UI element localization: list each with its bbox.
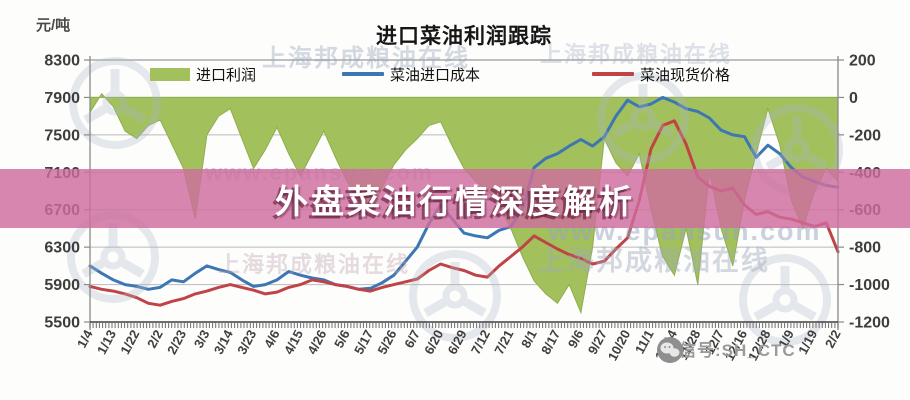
legend-item-spot-price: 菜油现货价格 xyxy=(592,64,730,85)
y-tick-label: 8300 xyxy=(44,53,80,70)
wheel-logo-icon xyxy=(597,72,689,164)
x-tick-label: 3/3 xyxy=(191,327,213,350)
x-tick-label: 6/7 xyxy=(401,327,423,350)
wheel-logo-icon xyxy=(751,104,843,196)
watermark-logos xyxy=(67,57,843,346)
y-tick-label: 6300 xyxy=(44,240,80,257)
chart-title: 进口菜油利润跟踪 xyxy=(376,25,552,48)
x-tick-label: 6/29 xyxy=(445,327,470,356)
legend-item-import-profit: 进口利润 xyxy=(150,64,256,85)
x-tick-label: 9/6 xyxy=(565,327,587,350)
y-tick-label: -200 xyxy=(849,127,881,144)
x-tick-label: 2/23 xyxy=(164,327,189,356)
wechat-id-text: 微信号:SH_CTC xyxy=(661,341,796,360)
watermark-text: 上海邦成粮油在线 xyxy=(540,42,732,67)
x-tick-label: 1/9 xyxy=(775,327,797,350)
x-tick-label: 1/22 xyxy=(117,327,142,356)
x-tick-label: 3/23 xyxy=(234,327,259,356)
promo-banner-text: 外盘菜油行情深度解析 xyxy=(275,182,635,220)
x-tick-label: 8/17 xyxy=(538,327,563,356)
x-tick-label: 6/20 xyxy=(421,327,446,356)
y-tick-label: 5500 xyxy=(44,315,80,332)
y-tick-label: -1000 xyxy=(849,277,890,294)
legend-item-import-cost: 菜油进口成本 xyxy=(342,64,480,85)
import-cost-line-series xyxy=(88,95,840,291)
wheel-logo-icon xyxy=(409,250,501,342)
line-swatch-icon xyxy=(592,72,635,76)
y-tick-label: -1200 xyxy=(849,315,890,332)
watermark-texts: 上海邦成粮油在线上海邦成粮油在线www.epansun.com上海邦成粮油在线w… xyxy=(204,42,820,277)
wechat-watermark: 微信号:SH_CTC xyxy=(656,336,796,363)
watermark-text: 上海邦成粮油在线 xyxy=(218,252,410,277)
y-axis-unit-label: 元/吨 xyxy=(36,17,71,34)
promo-banner: 外盘菜油行情深度解析 xyxy=(0,169,910,228)
y-tick-label: 200 xyxy=(849,53,876,70)
x-axis-minor-ticks xyxy=(89,323,839,328)
y-axis-left-labels: 83007900750071006700630059005500 xyxy=(44,53,90,332)
x-tick-label: 2/2 xyxy=(144,327,166,350)
y-tick-label: 5900 xyxy=(44,277,80,294)
wechat-logo-icon xyxy=(657,337,683,363)
watermark-text: 上海邦成粮油在线 xyxy=(262,44,470,72)
y-tick-label: 0 xyxy=(849,90,858,107)
x-tick-label: 8/1 xyxy=(518,327,540,350)
legend-label: 进口利润 xyxy=(196,66,257,84)
legend-label: 菜油现货价格 xyxy=(640,66,731,84)
x-tick-label: 3/14 xyxy=(211,327,236,357)
x-tick-label: 4/6 xyxy=(261,327,283,350)
x-tick-label: 5/26 xyxy=(374,327,399,356)
y-tick-label: -800 xyxy=(849,240,881,257)
x-tick-label: 2/2 xyxy=(822,327,844,350)
legend-label: 菜油进口成本 xyxy=(390,66,481,84)
line-swatch-icon xyxy=(342,72,385,76)
x-tick-label: 1/13 xyxy=(94,327,119,356)
x-tick-label: 4/26 xyxy=(304,327,329,356)
watermark-text: 上海邦成粮油在线 xyxy=(538,245,770,276)
area-swatch-icon xyxy=(150,67,190,81)
y-tick-label: 7900 xyxy=(44,90,80,107)
x-tick-label: 7/21 xyxy=(491,327,516,356)
wheel-logo-icon xyxy=(69,57,161,149)
x-tick-label: 4/15 xyxy=(281,327,306,356)
x-tick-label: 10/20 xyxy=(605,327,634,363)
y-tick-label: 7500 xyxy=(44,127,80,144)
x-tick-label: 5/6 xyxy=(331,327,353,350)
wheel-logo-icon xyxy=(739,254,831,346)
chart-legend: 进口利润 菜油进口成本 菜油现货价格 xyxy=(150,64,730,84)
x-tick-label: 5/17 xyxy=(351,327,376,356)
